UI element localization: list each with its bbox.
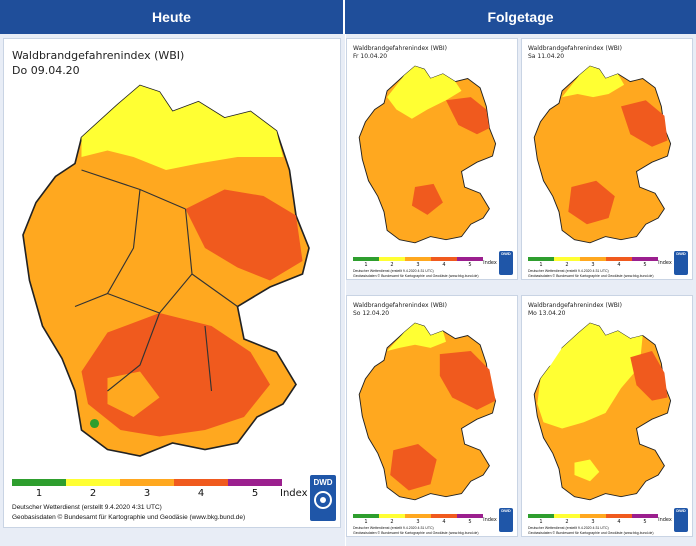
legend-label-1: 1 (364, 519, 368, 525)
legend-label-5: 5 (643, 262, 647, 268)
legend-label-5: 5 (251, 488, 259, 499)
forecast-map-sa (533, 65, 672, 244)
forecast-map-fr (358, 65, 497, 244)
forecast-panel-so: Waldbrandgefahrenindex (WBI) So 12.04.20… (346, 295, 518, 537)
forecast-title: Waldbrandgefahrenindex (WBI) (528, 302, 623, 309)
header-following-days: Folgetage (345, 0, 696, 34)
legend-label-1: 1 (539, 262, 543, 268)
forecast-panel-fr: Waldbrandgefahrenindex (WBI) Fr 10.04.20… (346, 38, 518, 280)
credit-line-1: Deutscher Wetterdienst (erstellt 9.4.202… (12, 504, 162, 511)
legend-level-4 (174, 479, 228, 486)
legend-label-5: 5 (468, 519, 472, 525)
legend-label-5: 5 (643, 519, 647, 525)
legend-label-3: 3 (591, 262, 595, 268)
legend-color-bar (12, 479, 282, 486)
dwd-logo-swirl-icon (314, 491, 332, 509)
forecast-panel-mo: Waldbrandgefahrenindex (WBI) Mo 13.04.20… (521, 295, 693, 537)
forecast-legend-bar (353, 514, 483, 518)
legend-label-4: 4 (617, 519, 621, 525)
credit-line-1: Deutscher Wetterdienst (erstellt 9.4.202… (528, 526, 609, 530)
legend-unit: Index (658, 517, 672, 523)
dwd-logo: DWD (499, 251, 513, 275)
legend-label-2: 2 (390, 262, 394, 268)
east-red-region (185, 189, 303, 281)
forecast-date: Fr 10.04.20 (353, 53, 388, 60)
credit-line-1: Deutscher Wetterdienst (erstellt 9.4.202… (353, 269, 434, 273)
state-borders (74, 169, 238, 392)
legend-label-1: 1 (35, 488, 43, 499)
legend-level-5 (228, 479, 282, 486)
credit-line-2: Geobasisdaten © Bundesamt für Kartograph… (528, 531, 654, 535)
legend-label-1: 1 (539, 519, 543, 525)
forecast-map-mo (533, 322, 672, 501)
legend-label-4: 4 (442, 262, 446, 268)
legend-label-2: 2 (390, 519, 394, 525)
forecast-date: So 12.04.20 (353, 310, 390, 317)
legend-label-4: 4 (197, 488, 205, 499)
dwd-logo: DWD (674, 251, 688, 275)
low-danger-spot (89, 418, 100, 429)
north-yellow-region (81, 85, 283, 170)
header-today: Heute (0, 0, 343, 34)
dwd-logo: DWD (674, 508, 688, 532)
legend-unit: Index (483, 517, 497, 523)
credit-line-2: Geobasisdaten © Bundesamt für Kartograph… (528, 274, 654, 278)
legend-label-1: 1 (364, 262, 368, 268)
legend-label-4: 4 (442, 519, 446, 525)
legend-unit: Index (280, 488, 308, 499)
legend-unit: Index (658, 260, 672, 266)
forecast-date: Mo 13.04.20 (528, 310, 566, 317)
legend-label-3: 3 (591, 519, 595, 525)
legend-label-3: 3 (143, 488, 151, 499)
legend-label-2: 2 (565, 262, 569, 268)
legend-label-2: 2 (89, 488, 97, 499)
forecast-legend-bar (528, 257, 658, 261)
today-map-panel: Waldbrandgefahrenindex (WBI) Do 09.04.20… (3, 38, 341, 528)
legend-label-3: 3 (416, 519, 420, 525)
credit-line-2: Geobasisdaten © Bundesamt für Kartograph… (12, 514, 246, 521)
dwd-logo: DWD (499, 508, 513, 532)
credit-line-2: Geobasisdaten © Bundesamt für Kartograph… (353, 274, 479, 278)
germany-wbi-map (22, 84, 310, 457)
map-date: Do 09.04.20 (12, 64, 80, 77)
forecast-title: Waldbrandgefahrenindex (WBI) (353, 302, 448, 309)
legend-level-1 (12, 479, 66, 486)
southwest-orange-patch (107, 371, 160, 417)
legend-unit: Index (483, 260, 497, 266)
forecast-legend-bar (528, 514, 658, 518)
forecast-panel-sa: Waldbrandgefahrenindex (WBI) Sa 11.04.20… (521, 38, 693, 280)
forecast-title: Waldbrandgefahrenindex (WBI) (528, 45, 623, 52)
credit-line-2: Geobasisdaten © Bundesamt für Kartograph… (353, 531, 479, 535)
dwd-logo: DWD (310, 475, 336, 521)
map-title: Waldbrandgefahrenindex (WBI) (12, 49, 185, 62)
legend-level-2 (66, 479, 120, 486)
legend-label-2: 2 (565, 519, 569, 525)
legend-label-5: 5 (468, 262, 472, 268)
forecast-legend-bar (353, 257, 483, 261)
forecast-title: Waldbrandgefahrenindex (WBI) (353, 45, 448, 52)
legend-level-3 (120, 479, 174, 486)
credit-line-1: Deutscher Wetterdienst (erstellt 9.4.202… (528, 269, 609, 273)
credit-line-1: Deutscher Wetterdienst (erstellt 9.4.202… (353, 526, 434, 530)
forecast-map-so (358, 322, 497, 501)
legend-label-3: 3 (416, 262, 420, 268)
forecast-date: Sa 11.04.20 (528, 53, 565, 60)
legend-label-4: 4 (617, 262, 621, 268)
